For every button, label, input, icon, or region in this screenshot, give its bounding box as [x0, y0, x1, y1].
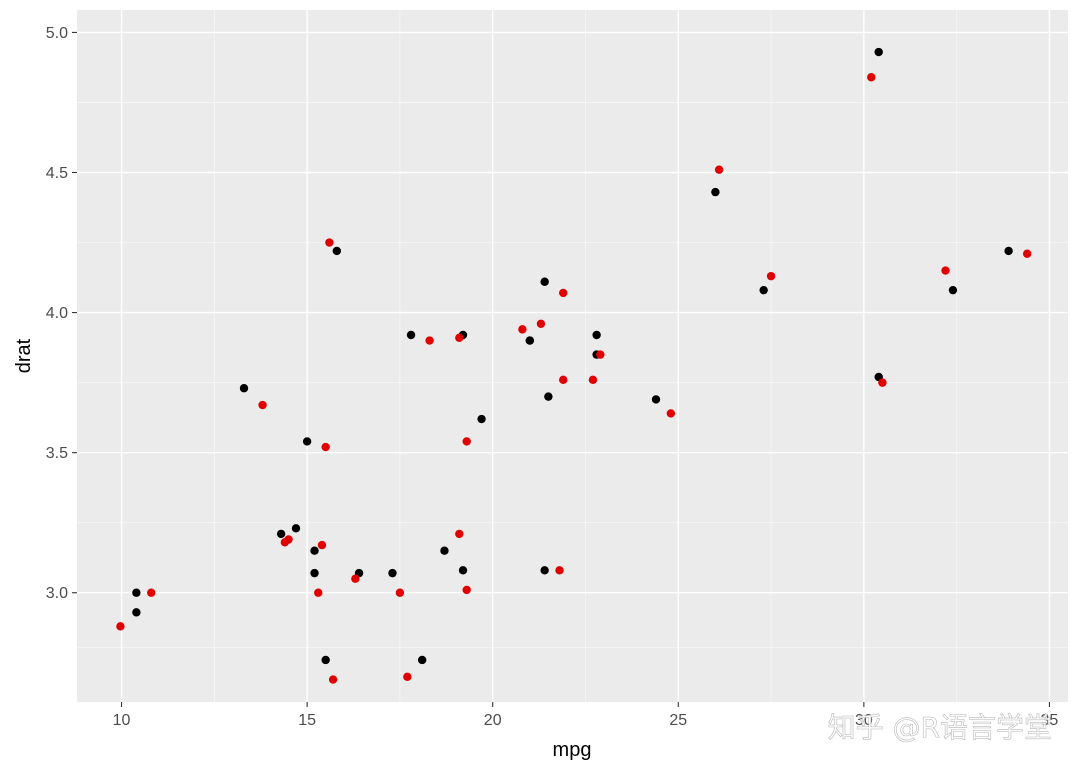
black-data-point — [132, 588, 141, 597]
black-data-point — [321, 655, 330, 665]
y-tick-label: 5.0 — [46, 25, 68, 42]
x-tick-label: 20 — [484, 712, 502, 729]
red-data-point — [559, 375, 568, 385]
red-data-point — [878, 378, 887, 387]
black-data-point — [239, 384, 249, 393]
red-data-point — [714, 165, 724, 174]
red-data-point — [284, 535, 293, 544]
red-data-point — [666, 409, 676, 418]
red-data-point — [325, 238, 334, 247]
black-data-point — [651, 395, 661, 404]
black-data-point — [417, 655, 427, 665]
x-tick-label: 15 — [298, 712, 316, 729]
red-data-point — [867, 73, 876, 82]
y-axis-title: drat — [13, 338, 35, 373]
red-data-point — [1022, 249, 1032, 258]
y-tick-label: 3.5 — [46, 445, 68, 462]
data-points — [116, 47, 1032, 684]
red-data-point — [766, 271, 776, 281]
red-data-point — [588, 375, 598, 385]
major-gridlines — [77, 10, 1068, 702]
red-data-point — [536, 319, 546, 328]
y-tick-label: 4.5 — [46, 165, 68, 182]
red-data-point — [462, 437, 471, 446]
black-data-point — [276, 529, 286, 539]
red-data-point — [455, 529, 464, 539]
red-data-point — [941, 266, 950, 275]
red-data-point — [395, 588, 405, 597]
minor-gridlines — [77, 10, 1068, 702]
x-axis-ticks: 10 15 20 25 30 35 — [113, 702, 1059, 729]
black-data-point — [406, 330, 416, 340]
black-data-point — [540, 277, 549, 286]
y-axis-ticks: 3.0 3.5 4.0 4.5 5.0 — [46, 25, 77, 602]
x-tick-label: 30 — [855, 712, 873, 729]
black-data-point — [291, 524, 301, 533]
red-data-point — [455, 333, 464, 342]
red-data-point — [403, 672, 412, 681]
black-data-point — [592, 330, 601, 340]
black-data-point — [948, 285, 958, 295]
black-data-point — [458, 566, 468, 575]
black-data-point — [302, 437, 312, 446]
black-data-point — [310, 546, 319, 555]
black-data-point — [1004, 246, 1013, 256]
red-data-point — [116, 622, 125, 631]
x-tick-label: 25 — [669, 712, 687, 729]
black-data-point — [544, 392, 553, 401]
x-axis-title: mpg — [553, 739, 592, 761]
black-data-point — [525, 336, 535, 345]
red-data-point — [559, 288, 568, 298]
red-data-point — [555, 566, 564, 575]
black-data-point — [132, 608, 141, 617]
red-data-point — [314, 588, 323, 597]
black-data-point — [310, 568, 319, 578]
red-data-point — [317, 540, 327, 550]
red-data-point — [321, 442, 330, 452]
x-tick-label: 10 — [113, 712, 131, 729]
x-tick-label: 35 — [1041, 712, 1059, 729]
red-data-point — [462, 585, 471, 595]
black-data-point — [759, 285, 768, 295]
black-data-point — [540, 566, 549, 575]
black-data-point — [874, 47, 883, 57]
red-data-point — [518, 325, 527, 334]
watermark-text: 知乎 @R语言学堂 — [828, 711, 1052, 744]
black-data-point — [332, 246, 342, 256]
black-data-point — [711, 187, 720, 197]
plot-panel — [77, 10, 1068, 702]
y-tick-label: 4.0 — [46, 305, 68, 322]
black-data-point — [388, 568, 397, 578]
red-data-point — [425, 336, 434, 345]
black-data-point — [477, 414, 486, 424]
y-tick-label: 3.0 — [46, 585, 68, 602]
red-data-point — [351, 574, 360, 583]
black-data-point — [440, 546, 449, 555]
red-data-point — [328, 675, 338, 684]
red-data-point — [258, 400, 267, 410]
red-data-point — [596, 350, 605, 359]
red-data-point — [147, 588, 156, 597]
